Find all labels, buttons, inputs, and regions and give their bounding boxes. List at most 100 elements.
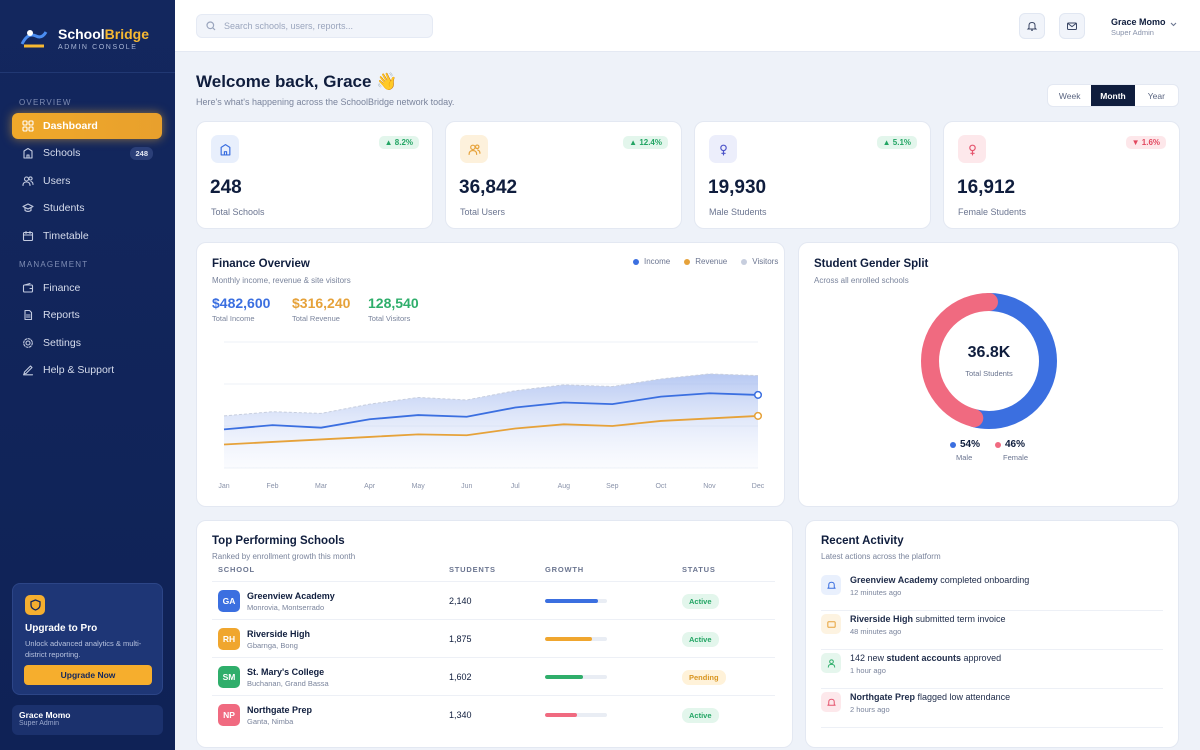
student-count: 1,875	[449, 634, 472, 644]
table-row[interactable]: GA Greenview Academy Monrovia, Montserrado…	[212, 581, 775, 619]
school-name[interactable]: Riverside High	[247, 629, 311, 639]
document-icon	[24, 309, 33, 321]
stat-value: 19,930	[708, 177, 767, 198]
page-subtitle: Here's what's happening across the Schoo…	[196, 97, 455, 107]
growth-bar	[545, 599, 607, 603]
notifications-button[interactable]	[1019, 13, 1045, 39]
sidebar-item-schools[interactable]: Schools 248	[12, 140, 162, 166]
sidebar-item-label: Help & Support	[43, 364, 115, 376]
school-location: Gbarnga, Bong	[247, 641, 298, 650]
x-tick-label: Aug	[558, 483, 571, 490]
sidebar-item-label: Dashboard	[43, 120, 98, 132]
stat-card-total-users[interactable]: ▲ 12.4% 36,842 Total Users	[445, 121, 682, 229]
stat-label: Male Students	[709, 207, 767, 217]
messages-button[interactable]	[1059, 13, 1085, 39]
school-avatar: GA	[218, 590, 240, 612]
range-year-button[interactable]: Year	[1147, 90, 1165, 101]
x-tick-label: Mar	[315, 483, 328, 490]
activity-item[interactable]: 142 new student accounts approved 1 hour …	[821, 650, 1163, 689]
school-name[interactable]: Northgate Prep	[247, 705, 313, 715]
x-tick-label: Feb	[267, 483, 279, 490]
gender-subtitle: Across all enrolled schools	[814, 276, 909, 285]
growth-bar	[545, 675, 607, 679]
stat-card-male-students[interactable]: ▲ 5.1% 19,930 Male Students	[694, 121, 931, 229]
users-icon	[22, 176, 34, 187]
user-menu[interactable]: Grace Momo Super Admin	[1111, 17, 1166, 37]
chevron-down-icon[interactable]	[1169, 20, 1178, 29]
school-name[interactable]: St. Mary's College	[247, 667, 325, 677]
kpi-total-visitors: 128,540 Total Visitors	[368, 295, 419, 323]
sidebar-item-label: Timetable	[43, 230, 89, 242]
school-avatar: SM	[218, 666, 240, 688]
sidebar-item-finance[interactable]: Finance	[12, 275, 162, 301]
student-count: 1,340	[449, 710, 472, 720]
stat-card-female-students[interactable]: ▼ 1.6% 16,912 Female Students	[943, 121, 1180, 229]
activity-prefix: 142 new	[850, 653, 887, 663]
sidebar-item-students[interactable]: Students	[12, 195, 162, 221]
gender-donut-chart	[921, 293, 1057, 429]
sidebar-item-settings[interactable]: Settings	[12, 330, 162, 356]
activity-item[interactable]: Riverside High submitted term invoice 48 …	[821, 611, 1163, 650]
range-month-button[interactable]: Month	[1091, 85, 1135, 106]
search-box[interactable]	[196, 14, 433, 38]
legend-item-revenue[interactable]: Revenue	[684, 257, 727, 266]
brand-logo[interactable]: SchoolBridge ADMIN CONSOLE	[18, 24, 149, 52]
legend-dot	[741, 258, 748, 265]
trend-badge: ▲ 8.2%	[378, 136, 419, 149]
upgrade-now-button[interactable]: Upgrade Now	[24, 665, 152, 685]
growth-bar	[545, 637, 607, 641]
section-label-overview: OVERVIEW	[19, 98, 72, 107]
schools-count-badge: 248	[130, 146, 153, 160]
bell-icon	[1026, 21, 1038, 31]
sidebar-item-help-support[interactable]: Help & Support	[12, 357, 162, 383]
divider	[0, 72, 175, 73]
wallet-icon	[22, 282, 34, 293]
graduation-cap-icon-wrap	[22, 202, 34, 214]
table-row[interactable]: RH Riverside High Gbarnga, Bong 1,875 Active	[212, 619, 775, 657]
school-location: Buchanan, Grand Bassa	[247, 679, 329, 688]
legend-item-income[interactable]: Income	[633, 257, 670, 266]
series-end-point-revenue	[753, 411, 763, 420]
growth-bar-fill	[545, 713, 578, 717]
building-icon-wrap	[22, 147, 34, 159]
school-name[interactable]: Greenview Academy	[247, 591, 335, 601]
range-week-button[interactable]: Week	[1058, 90, 1081, 101]
stat-icon-box	[709, 135, 737, 163]
growth-bar	[545, 713, 607, 717]
activity-time: 12 minutes ago	[850, 588, 902, 597]
series-line-income	[223, 392, 759, 431]
sidebar-item-dashboard[interactable]: Dashboard	[12, 113, 162, 139]
x-tick-label: Apr	[364, 483, 376, 490]
gear-icon-wrap	[22, 337, 34, 349]
edit-icon	[22, 365, 34, 376]
table-row[interactable]: SM St. Mary's College Buchanan, Grand Bass…	[212, 657, 775, 695]
sidebar-item-timetable[interactable]: Timetable	[12, 223, 162, 249]
sidebar-item-users[interactable]: Users	[12, 168, 162, 194]
sidebar-item-label: Settings	[43, 337, 81, 349]
gender-legend-value-row: 46%	[995, 439, 1035, 450]
schools-subtitle: Ranked by enrollment growth this month	[212, 552, 356, 561]
sidebar-item-label: Users	[43, 175, 71, 187]
stat-card-total-schools[interactable]: ▲ 8.2% 248 Total Schools	[196, 121, 433, 229]
legend-item-visitors[interactable]: Visitors	[741, 257, 778, 266]
gender-percent: 46%	[1005, 439, 1026, 450]
column-header-school: SCHOOL	[218, 565, 255, 574]
trend-badge: ▼ 1.6%	[1125, 136, 1166, 149]
stat-label: Total Users	[460, 207, 506, 217]
users-icon-wrap	[22, 175, 34, 187]
activity-time: 2 hours ago	[850, 705, 890, 714]
sidebar-item-label: Reports	[43, 309, 80, 321]
finance-subtitle: Monthly income, revenue & site visitors	[212, 276, 351, 285]
search-input[interactable]	[224, 21, 424, 31]
building-icon	[23, 147, 33, 159]
brand-name-a: School	[58, 25, 105, 42]
sidebar-item-reports[interactable]: Reports	[12, 302, 162, 328]
range-selector: Week Month Year	[1047, 84, 1179, 107]
table-row[interactable]: NP Northgate Prep Ganta, Nimba 1,340 Active	[212, 695, 775, 733]
activity-item[interactable]: Northgate Prep flagged low attendance 2 h…	[821, 689, 1163, 728]
sidebar-user-card[interactable]: Grace Momo Super Admin	[12, 705, 163, 735]
x-tick-label: May	[412, 483, 426, 490]
recent-activity-card	[805, 520, 1179, 748]
activity-item[interactable]: Greenview Academy completed onboarding 12…	[821, 572, 1163, 611]
series-line-revenue	[223, 415, 759, 446]
